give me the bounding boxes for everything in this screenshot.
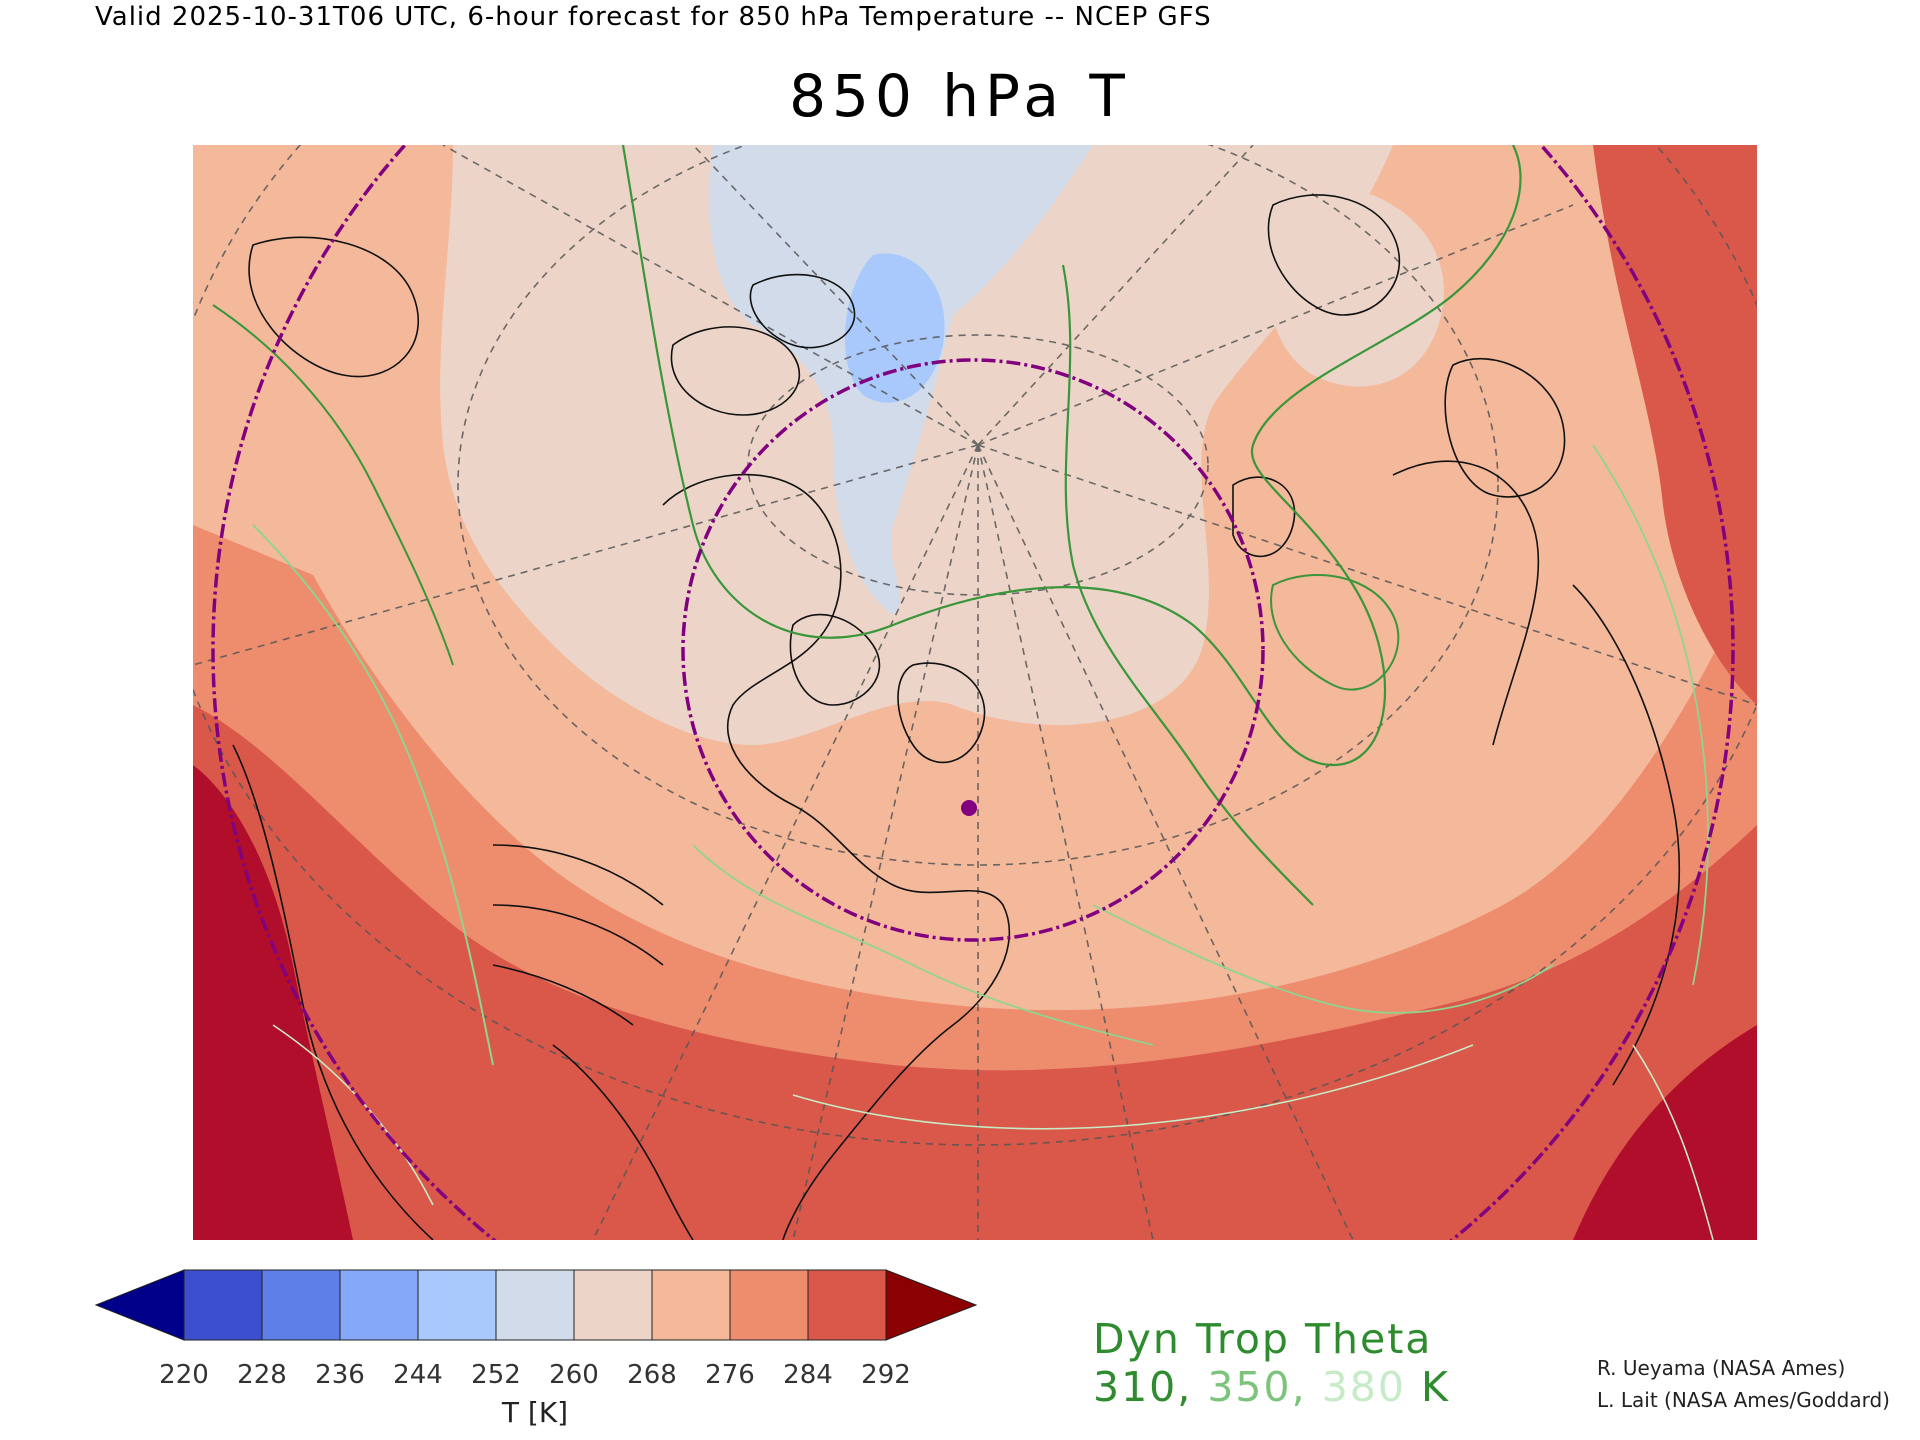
map-title: 850 hPa T [789, 62, 1131, 130]
credit-line-1: R. Ueyama (NASA Ames) [1597, 1356, 1846, 1380]
colorbar-segment [729, 1269, 809, 1341]
colorbar-segment [651, 1269, 731, 1341]
temp-fill-hottest-west [193, 765, 353, 1240]
colorbar-tick-label: 228 [237, 1360, 287, 1390]
colorbar-tick-label: 252 [471, 1360, 521, 1390]
coastlines [232, 194, 1681, 1240]
colorbar-unit-label: T [K] [501, 1396, 569, 1429]
credits: R. Ueyama (NASA Ames) L. Lait (NASA Ames… [1597, 1352, 1890, 1416]
colorbar-segment [417, 1269, 497, 1341]
colorbar-segment [573, 1269, 653, 1341]
forecast-valid-line: Valid 2025-10-31T06 UTC, 6-hour forecast… [95, 2, 1212, 32]
colorbar-segment [807, 1269, 887, 1341]
temp-fill-hot-east [1593, 145, 1757, 705]
colorbar-tick-label: 284 [783, 1360, 833, 1390]
colorbar-tick-label: 292 [861, 1360, 911, 1390]
colorbar-segment [495, 1269, 575, 1341]
colorbar-segment [261, 1269, 341, 1341]
temp-fill-mild-east [1268, 183, 1444, 387]
credit-line-2: L. Lait (NASA Ames/Goddard) [1597, 1388, 1890, 1412]
center-marker [961, 800, 977, 816]
colorbar-tick-label: 276 [705, 1360, 755, 1390]
legend-value-310: 310, [1093, 1363, 1193, 1411]
colorbar-tick-label: 260 [549, 1360, 599, 1390]
colorbar-under-arrow [94, 1269, 185, 1341]
legend-values: 310, 350, 380 K [1093, 1363, 1450, 1411]
inner-ring [681, 358, 1265, 942]
colorbar-segment [183, 1269, 263, 1341]
temperature-colorbar [94, 1269, 978, 1341]
legend-value-350: 350, [1207, 1363, 1307, 1411]
colorbar-segment [339, 1269, 419, 1341]
colorbar-tick-label: 220 [159, 1360, 209, 1390]
legend-title: Dyn Trop Theta [1093, 1315, 1433, 1363]
reference-rings [211, 145, 1735, 1240]
temp-fill-hottest-se [1573, 1025, 1757, 1240]
temperature-map [193, 145, 1757, 1240]
temp-fill-hot-south [193, 705, 1757, 1240]
colorbar-tick-label: 244 [393, 1360, 443, 1390]
graticule [193, 145, 1757, 1240]
colorbar-over-arrow [885, 1269, 978, 1341]
colorbar-tick-label: 268 [627, 1360, 677, 1390]
outer-ring [211, 145, 1735, 1240]
colorbar-tick-label: 236 [315, 1360, 365, 1390]
legend-value-380: 380 [1321, 1363, 1406, 1411]
legend-unit: K [1421, 1363, 1450, 1411]
